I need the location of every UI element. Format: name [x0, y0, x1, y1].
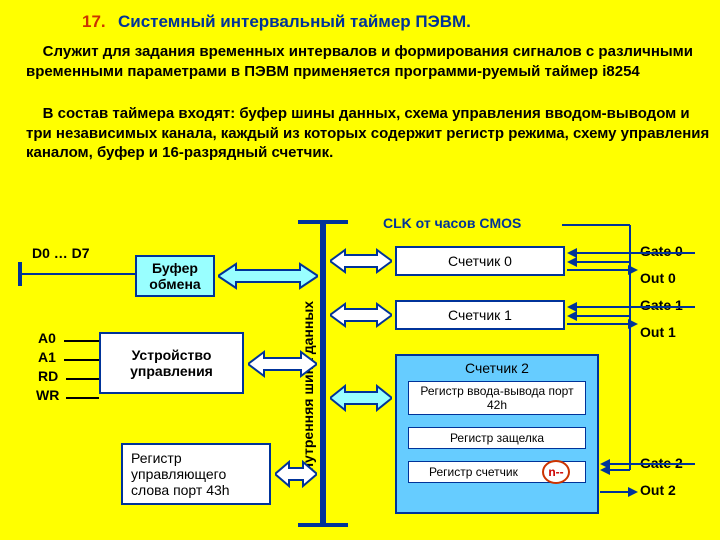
gate2-label: Gate 2	[640, 455, 683, 471]
regio-box: Регистр ввода-вывода порт 42h	[408, 381, 586, 415]
gate0-label: Gate 0	[640, 243, 683, 259]
counter1-box: Счетчик 1	[395, 300, 565, 330]
counter0-box: Счетчик 0	[395, 246, 565, 276]
rd-label: RD	[38, 368, 58, 384]
control-box: Устройство управления	[99, 332, 244, 394]
arrow-cnt2-bus	[330, 384, 392, 412]
out2-label: Out 2	[640, 482, 676, 498]
d0d7-label: D0 … D7	[32, 245, 90, 261]
bus-vertical	[320, 223, 326, 523]
clk-label: CLK от часов CMOS	[383, 215, 521, 231]
title-number: 17.	[82, 12, 106, 32]
gate1-label: Gate 1	[640, 297, 683, 313]
bus-top-cap	[298, 220, 348, 224]
a0-line	[64, 340, 99, 342]
arrow-cnt1-bus	[330, 302, 392, 328]
d0d7-line	[20, 273, 135, 275]
regctrl-box: Регистр управляющего слова порт 43h	[121, 443, 271, 505]
a1-label: A1	[38, 349, 56, 365]
paragraph-1: Служит для задания временных интервалов …	[26, 42, 706, 81]
arrow-regctrl-bus	[275, 460, 317, 488]
buffer-box: Буфер обмена	[135, 255, 215, 297]
arrow-cnt0-bus	[330, 248, 392, 274]
bus-bot-cap	[298, 523, 348, 527]
a1-line	[64, 359, 99, 361]
reglatch-box: Регистр защелка	[408, 427, 586, 449]
wr-line	[66, 397, 99, 399]
wr-label: WR	[36, 387, 59, 403]
d0d7-cap	[18, 262, 22, 286]
out0-label: Out 0	[640, 270, 676, 286]
paragraph-2: В состав таймера входят: буфер шины данн…	[26, 104, 714, 163]
out1-label: Out 1	[640, 324, 676, 340]
title-text: Системный интервальный таймер ПЭВМ.	[118, 12, 471, 32]
arrow-buffer-bus	[218, 262, 318, 290]
ndec-circle: n--	[542, 460, 570, 484]
a0-label: A0	[38, 330, 56, 346]
arrow-ctrl-bus	[248, 350, 317, 378]
rd-line	[66, 378, 99, 380]
